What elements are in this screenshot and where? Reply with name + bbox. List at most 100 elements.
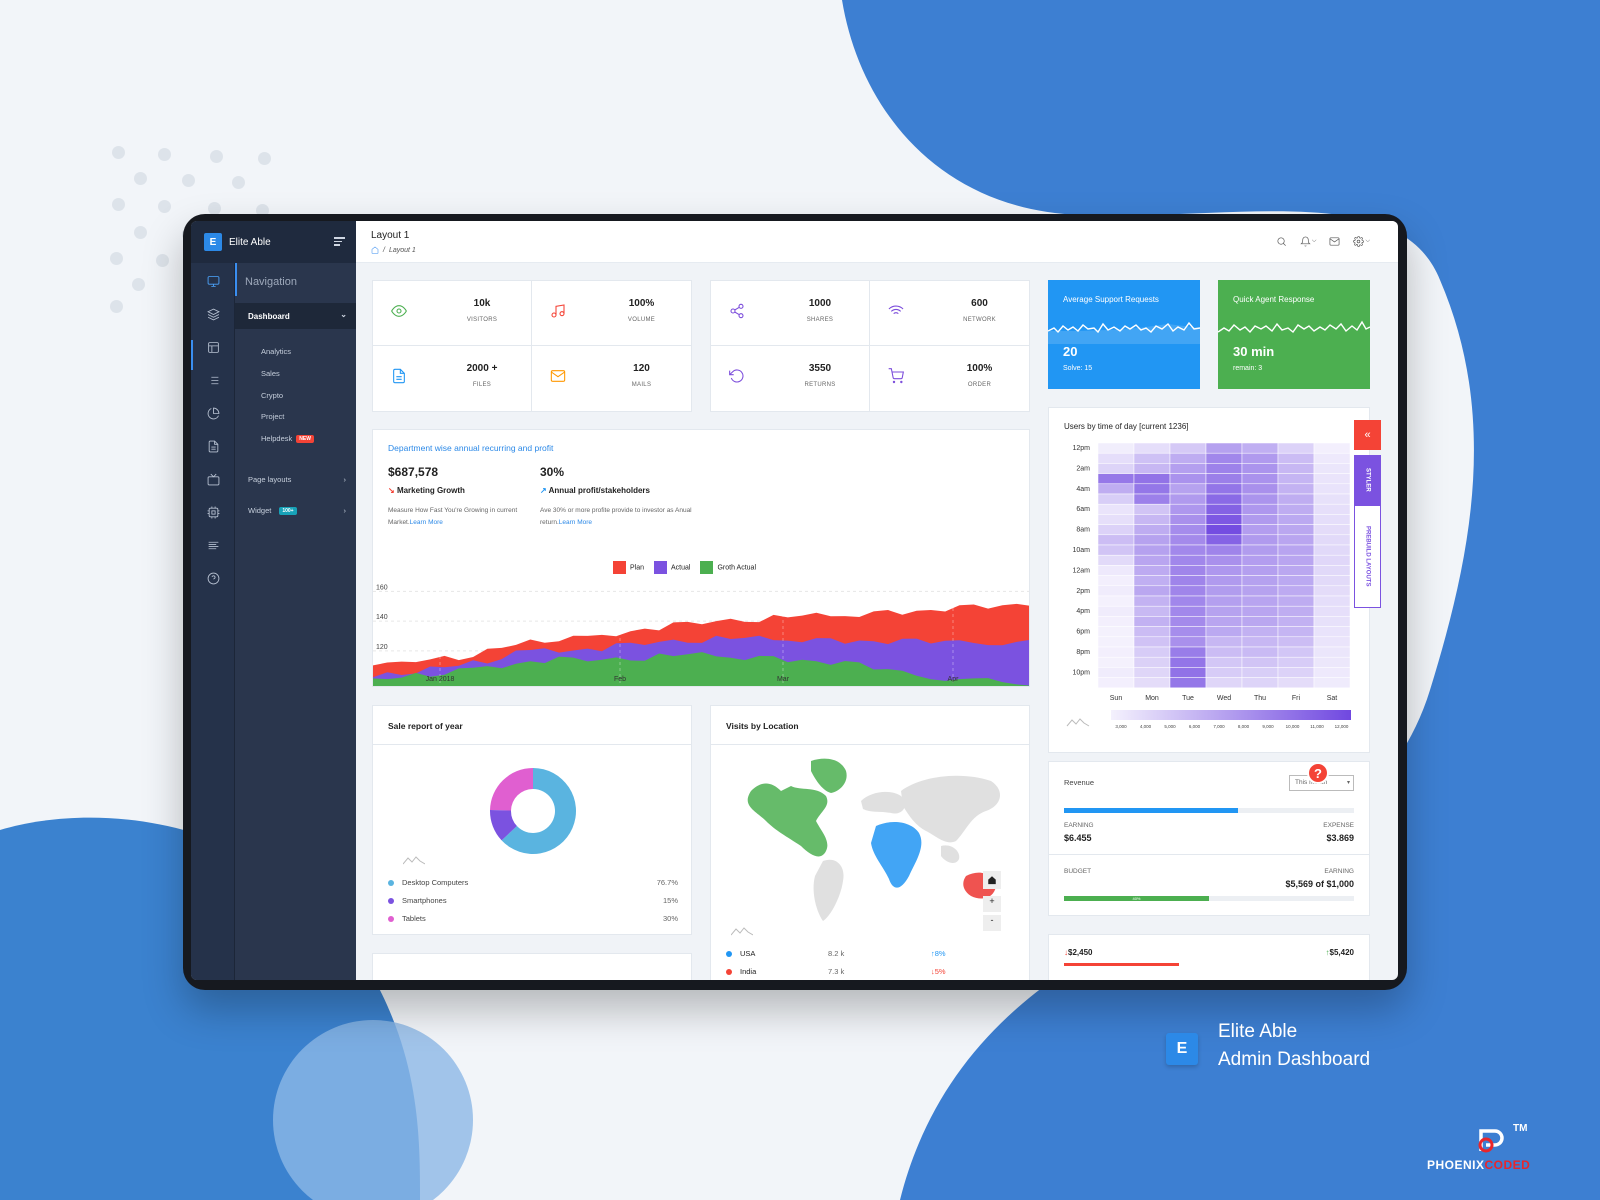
bottom-stat-right-value: $5,420 bbox=[1329, 948, 1354, 957]
tablet-frame: E Elite Able Navigation bbox=[183, 214, 1407, 990]
heatmap-cell bbox=[1097, 524, 1135, 536]
sidebar-item-project[interactable]: Project bbox=[261, 412, 285, 421]
home-icon[interactable] bbox=[371, 246, 379, 254]
heatmap-cell bbox=[1241, 636, 1279, 648]
sidebar-item-page-layouts[interactable]: Page layouts › bbox=[248, 475, 346, 484]
sidebar-item-helpdesk[interactable]: Helpdesk NEW bbox=[261, 434, 314, 444]
gear-icon[interactable]: ⌵ bbox=[1353, 236, 1370, 247]
heatmap-cell bbox=[1277, 636, 1315, 648]
heatmap-cell bbox=[1313, 493, 1351, 505]
budget-progress-fill: 40% bbox=[1064, 896, 1209, 901]
heatmap-cell bbox=[1277, 493, 1315, 505]
heatmap-cell bbox=[1313, 667, 1351, 678]
heatmap-cell bbox=[1169, 677, 1207, 689]
expense-label: EXPENSE bbox=[1323, 822, 1354, 829]
learn-more-link[interactable]: Learn More bbox=[409, 519, 443, 526]
heatmap-cell bbox=[1133, 656, 1171, 668]
list-icon[interactable] bbox=[206, 373, 220, 387]
heatmap-cell bbox=[1313, 565, 1351, 576]
y-tick-label: 140 bbox=[376, 614, 388, 621]
stats-card-left: 10k VISITORS 100% VOLUME 2000 + FILES 12… bbox=[372, 280, 692, 412]
sidebar-item-widget[interactable]: Widget 100+ › bbox=[248, 506, 346, 516]
period-select-value: This month bbox=[1295, 779, 1328, 786]
stat-label: FILES bbox=[472, 382, 492, 388]
breadcrumb-current[interactable]: Layout 1 bbox=[388, 246, 416, 254]
bell-icon[interactable]: ⌵ bbox=[1300, 236, 1316, 247]
sidebar-item-sales[interactable]: Sales bbox=[261, 369, 280, 378]
sidebar-item-label: Widget bbox=[248, 506, 272, 515]
marketing-value: $687,578 bbox=[388, 465, 439, 479]
heatmap-cell bbox=[1169, 646, 1207, 658]
donut-legend-row: Desktop Computers 76.7% bbox=[388, 878, 678, 896]
layers-icon[interactable] bbox=[206, 307, 220, 321]
cpu-icon[interactable] bbox=[206, 505, 220, 519]
sidebar-item-label: Page layouts bbox=[248, 475, 292, 484]
heatmap-cell bbox=[1097, 452, 1135, 464]
styler-tab-label: STYLER bbox=[1364, 468, 1371, 492]
legend-item[interactable]: Plan bbox=[613, 561, 644, 574]
heatmap-cell bbox=[1169, 503, 1207, 515]
heatmap-cell bbox=[1169, 473, 1207, 485]
caret-down-icon: ▾ bbox=[1346, 780, 1350, 786]
mail-icon[interactable] bbox=[1329, 236, 1340, 247]
color-scale bbox=[1111, 710, 1351, 720]
heatmap-cell bbox=[1277, 616, 1315, 627]
heatmap-cell bbox=[1205, 503, 1243, 515]
heatmap-cell bbox=[1169, 493, 1207, 505]
heatmap-cell bbox=[1133, 677, 1171, 689]
heatmap-cell bbox=[1313, 463, 1351, 474]
stat-label: VOLUME bbox=[627, 317, 656, 323]
tile-subtext: Solve: 15 bbox=[1063, 365, 1093, 372]
search-icon[interactable] bbox=[1276, 236, 1287, 247]
support-requests-tile: Average Support Requests 20 Solve: 15 bbox=[1048, 280, 1200, 389]
tv-icon[interactable] bbox=[206, 472, 220, 486]
align-left-icon[interactable] bbox=[206, 538, 220, 552]
heatmap-cell bbox=[1169, 524, 1207, 536]
styler-tab[interactable]: STYLER bbox=[1354, 455, 1381, 505]
footer-logo: E bbox=[1166, 1033, 1198, 1065]
learn-more-link[interactable]: Learn More bbox=[558, 519, 593, 526]
monitor-icon[interactable] bbox=[206, 274, 220, 288]
stat-value: 1000 bbox=[808, 298, 832, 309]
heatmap-cell bbox=[1313, 595, 1351, 607]
menu-toggle-icon[interactable] bbox=[334, 237, 345, 248]
pie-chart-icon[interactable] bbox=[206, 406, 220, 420]
legend-swatch bbox=[613, 561, 626, 574]
heatmap-cell bbox=[1313, 534, 1351, 546]
stat-value: 3550 bbox=[808, 363, 832, 374]
stat-value: 100% bbox=[966, 363, 993, 374]
sidebar-item-crypto[interactable]: Crypto bbox=[261, 391, 284, 400]
x-tick-label: Sat bbox=[1327, 695, 1338, 702]
legend-item[interactable]: Groth Actual bbox=[700, 561, 756, 574]
y-tick-label: 160 bbox=[376, 584, 388, 591]
heatmap-cell bbox=[1313, 473, 1351, 485]
phoenix-word-b: CODED bbox=[1484, 1158, 1531, 1172]
help-button[interactable]: ? bbox=[1307, 762, 1329, 784]
heatmap-cell bbox=[1169, 452, 1207, 464]
heatmap-cell bbox=[1097, 575, 1135, 587]
heatmap-cell bbox=[1241, 626, 1279, 638]
map-zoom-out-button[interactable]: - bbox=[983, 915, 1001, 931]
heatmap-cell bbox=[1277, 503, 1315, 515]
tile-subtext: remain: 3 bbox=[1233, 365, 1263, 372]
legend-value: 30% bbox=[662, 914, 678, 923]
map-zoom-in-button[interactable]: + bbox=[983, 896, 1001, 912]
arrow-up-icon: ↑ bbox=[931, 949, 935, 958]
brand-name[interactable]: Elite Able bbox=[229, 236, 271, 248]
heatmap-cell bbox=[1205, 585, 1243, 597]
tile-value: 30 min bbox=[1233, 344, 1275, 359]
donut-legend-row: Smartphones 15% bbox=[388, 896, 678, 914]
sidebar: E Elite Able Navigation bbox=[191, 221, 356, 980]
map-home-button[interactable] bbox=[983, 871, 1001, 889]
prebuild-layouts-tab[interactable]: PREBUILD LAYOUTS bbox=[1354, 505, 1381, 608]
file-icon[interactable] bbox=[206, 439, 220, 453]
heatmap-cell bbox=[1313, 656, 1351, 668]
sidebar-item-analytics[interactable]: Analytics bbox=[261, 347, 292, 356]
layout-icon[interactable] bbox=[206, 340, 220, 354]
sidebar-item-dashboard[interactable]: Dashboard ⌄ bbox=[235, 303, 356, 329]
brand-logo[interactable]: E bbox=[204, 233, 222, 251]
stat-order: 100% ORDER bbox=[870, 346, 1029, 411]
legend-item[interactable]: Actual bbox=[654, 561, 690, 574]
styler-toggle-button[interactable]: « bbox=[1354, 420, 1381, 450]
help-circle-icon[interactable] bbox=[206, 571, 220, 585]
